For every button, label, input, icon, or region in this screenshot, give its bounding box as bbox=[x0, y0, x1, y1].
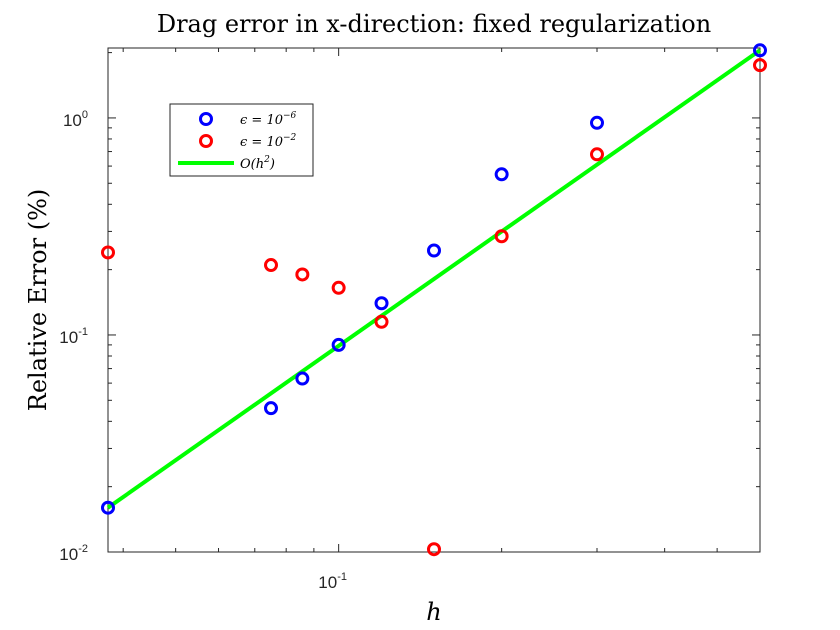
x-tick-label: 10-1 bbox=[318, 571, 347, 592]
minor-ticks bbox=[108, 48, 760, 552]
data-point-eps-1e-6 bbox=[331, 337, 346, 352]
data-point-eps-1e-6 bbox=[494, 167, 509, 182]
legend-marker bbox=[199, 134, 213, 148]
data-point-eps-1e-2 bbox=[374, 314, 389, 329]
data-point-eps-1e-2 bbox=[101, 245, 115, 260]
data-point-eps-1e-6 bbox=[101, 500, 115, 515]
data-point-eps-1e-6 bbox=[374, 296, 389, 311]
y-tick-label: 10-1 bbox=[59, 326, 88, 347]
legend-entries: ϵ = 10−6 ϵ = 10−2 O(h2) bbox=[178, 111, 297, 172]
legend-marker bbox=[199, 112, 213, 126]
y-axis-label: Relative Error (%) bbox=[24, 189, 52, 412]
data-point-eps-1e-2 bbox=[494, 229, 509, 244]
data-point-eps-1e-6 bbox=[295, 371, 310, 386]
tick-labels: 10-1 10-2 10-1 100 bbox=[59, 109, 347, 592]
legend-entry-eps-1e-2: ϵ = 10−2 bbox=[240, 133, 297, 150]
data-point-eps-1e-6 bbox=[590, 115, 604, 130]
data-point-eps-1e-2 bbox=[427, 542, 441, 557]
legend-entry-eps-1e-6: ϵ = 10−6 bbox=[240, 111, 297, 128]
major-ticks bbox=[108, 48, 760, 553]
x-axis-label: h bbox=[426, 598, 441, 626]
data-point-eps-1e-6 bbox=[753, 43, 767, 58]
y-tick-label: 100 bbox=[63, 109, 88, 130]
data-point-eps-1e-2 bbox=[295, 267, 310, 282]
legend: ϵ = 10−6 ϵ = 10−2 O(h2) bbox=[169, 103, 314, 177]
data-point-eps-1e-2 bbox=[331, 280, 346, 295]
data-point-eps-1e-2 bbox=[753, 58, 767, 73]
data-point-eps-1e-6 bbox=[427, 243, 441, 258]
data-point-eps-1e-6 bbox=[264, 401, 278, 416]
series-line-o-h2 bbox=[106, 48, 762, 510]
legend-entry-o-h2: O(h2) bbox=[240, 155, 275, 172]
chart-title: Drag error in x-direction: fixed regular… bbox=[157, 10, 711, 38]
data-point-eps-1e-2 bbox=[264, 258, 278, 273]
series-layer bbox=[101, 43, 767, 557]
y-tick-label: 10-2 bbox=[59, 543, 88, 564]
data-point-eps-1e-2 bbox=[590, 147, 604, 162]
